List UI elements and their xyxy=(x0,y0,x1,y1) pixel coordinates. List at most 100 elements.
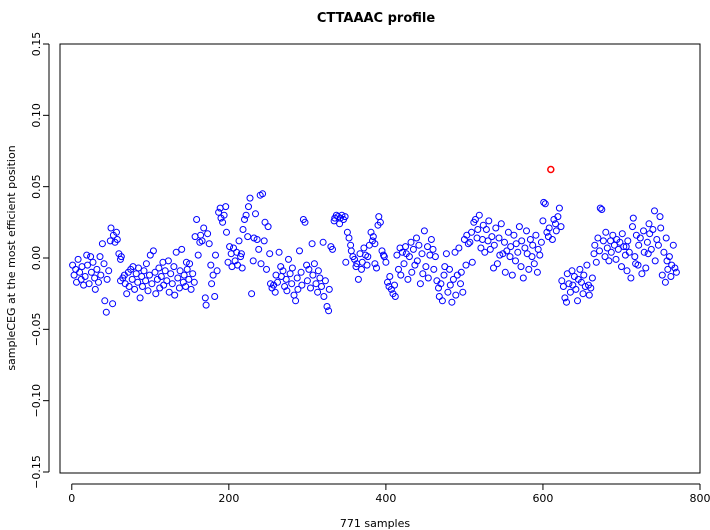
data-point xyxy=(640,248,648,256)
data-point xyxy=(501,238,508,246)
data-point xyxy=(117,277,124,285)
data-point xyxy=(294,285,302,293)
data-point xyxy=(303,277,311,285)
data-point xyxy=(347,247,355,255)
data-point xyxy=(290,291,298,299)
data-point xyxy=(482,226,490,233)
data-point xyxy=(117,253,125,261)
data-point xyxy=(563,298,570,306)
data-point xyxy=(552,220,559,228)
data-point xyxy=(274,278,281,286)
data-point xyxy=(259,190,267,198)
data-point xyxy=(492,224,500,232)
data-point xyxy=(512,257,519,265)
y-axis: −0.15 −0.10 −0.05 0.00 0.05 0.10 0.15 xyxy=(30,32,50,489)
data-point xyxy=(612,255,620,263)
data-point xyxy=(235,237,243,245)
data-point xyxy=(664,265,672,273)
data-point xyxy=(627,274,635,282)
data-point xyxy=(182,258,190,266)
data-point xyxy=(132,270,140,278)
chart-title: CTTAAAC profile xyxy=(317,11,436,26)
data-point xyxy=(138,273,146,280)
data-point xyxy=(76,268,84,276)
data-point xyxy=(580,271,588,279)
data-point xyxy=(598,206,606,213)
data-point xyxy=(298,281,306,289)
data-point xyxy=(622,243,630,251)
data-point xyxy=(618,230,626,238)
data-point xyxy=(226,243,234,251)
data-point xyxy=(202,301,210,309)
data-point xyxy=(223,228,230,236)
data-point xyxy=(667,273,675,280)
y-tick-label: −0.10 xyxy=(30,384,43,418)
data-point xyxy=(526,236,534,243)
data-point xyxy=(375,213,383,221)
data-point xyxy=(391,281,398,289)
data-point xyxy=(220,211,228,219)
data-point xyxy=(139,283,146,290)
data-point xyxy=(342,258,350,266)
data-point xyxy=(186,260,194,268)
data-point xyxy=(552,227,560,235)
data-point xyxy=(185,275,193,283)
data-point xyxy=(462,261,470,269)
data-point xyxy=(532,231,540,239)
x-axis-label: 771 samples xyxy=(340,517,410,530)
data-point xyxy=(629,214,637,222)
data-point xyxy=(354,275,362,283)
data-point xyxy=(486,245,494,253)
data-point xyxy=(404,275,412,283)
data-point xyxy=(517,263,525,271)
data-point xyxy=(431,253,439,261)
data-point xyxy=(528,253,536,261)
data-point xyxy=(198,237,206,245)
data-point xyxy=(241,216,248,223)
data-point xyxy=(219,218,227,226)
data-point xyxy=(255,245,263,253)
data-point xyxy=(393,251,401,259)
data-point xyxy=(352,263,360,271)
x-tick-label: 800 xyxy=(690,492,710,505)
data-point xyxy=(266,250,274,258)
data-point xyxy=(493,260,501,268)
data-point xyxy=(555,204,563,212)
data-point xyxy=(142,277,150,285)
data-point xyxy=(658,271,666,279)
data-point xyxy=(384,278,391,286)
data-point xyxy=(533,268,541,276)
data-point xyxy=(672,268,680,276)
data-point xyxy=(371,240,379,248)
data-point xyxy=(364,253,372,261)
data-point xyxy=(187,285,195,293)
data-point xyxy=(347,241,355,249)
y-tick-label: 0.00 xyxy=(30,246,43,271)
data-point xyxy=(149,247,157,255)
data-point xyxy=(459,288,467,296)
data-point xyxy=(629,223,636,231)
data-point xyxy=(651,257,659,265)
data-point xyxy=(645,220,653,228)
data-point xyxy=(419,270,427,278)
data-point xyxy=(415,241,423,249)
data-point xyxy=(607,237,614,245)
data-point xyxy=(471,216,479,223)
highlighted-data-point xyxy=(547,165,555,174)
data-point xyxy=(521,244,529,252)
data-point xyxy=(614,245,622,253)
data-point xyxy=(288,264,296,272)
data-point xyxy=(113,236,121,243)
y-axis-label: sampleCEG at the most efficient position xyxy=(5,145,18,370)
data-point xyxy=(400,260,408,268)
data-point xyxy=(537,238,545,246)
data-point xyxy=(282,275,290,283)
data-point xyxy=(193,216,201,223)
data-point xyxy=(545,224,553,232)
data-point xyxy=(596,247,603,255)
data-point xyxy=(257,260,265,268)
data-point xyxy=(671,264,679,272)
data-point xyxy=(293,274,301,282)
data-point xyxy=(440,271,448,279)
data-point xyxy=(519,274,527,282)
